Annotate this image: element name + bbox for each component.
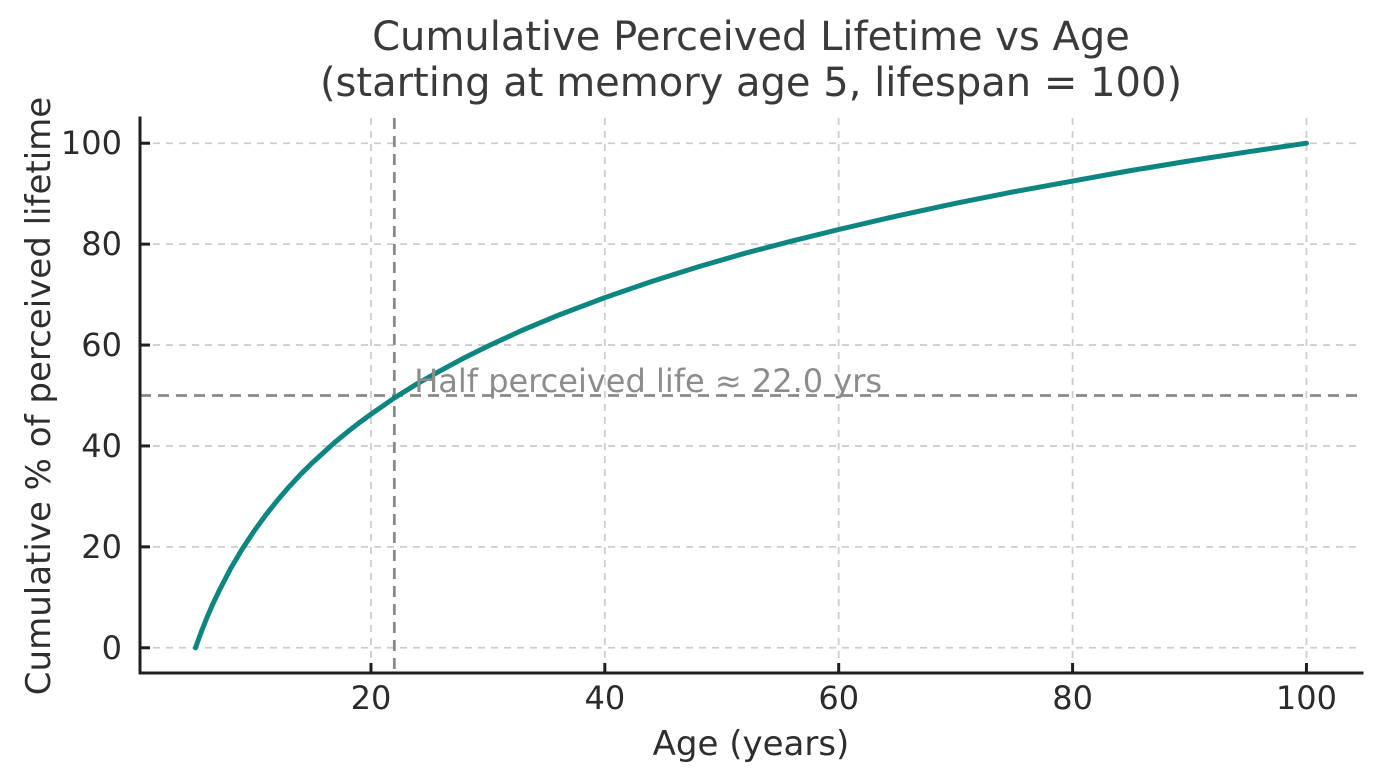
y-tick-label-40: 40 (81, 427, 122, 465)
x-axis-label: Age (years) (652, 724, 850, 764)
x-tick-label-60: 60 (818, 679, 859, 717)
y-tick-label-0: 0 (102, 629, 122, 667)
x-tick-label-40: 40 (584, 679, 625, 717)
annotation-half-life: Half perceived life ≈ 22.0 yrs (414, 362, 882, 400)
chart-title-line1: Cumulative Perceived Lifetime vs Age (372, 14, 1130, 60)
x-tick-label-20: 20 (351, 679, 392, 717)
y-axis-label: Cumulative % of perceived lifetime (19, 96, 59, 696)
chart-title-line2: (starting at memory age 5, lifespan = 10… (319, 60, 1183, 106)
y-tick-label-100: 100 (61, 124, 122, 162)
x-tick-label-80: 80 (1052, 679, 1093, 717)
y-tick-label-80: 80 (81, 225, 122, 263)
x-tick-label-100: 100 (1276, 679, 1337, 717)
series-cumulative-perceived-lifetime (193, 140, 1309, 651)
y-tick-label-60: 60 (81, 326, 122, 364)
y-tick-label-20: 20 (81, 528, 122, 566)
